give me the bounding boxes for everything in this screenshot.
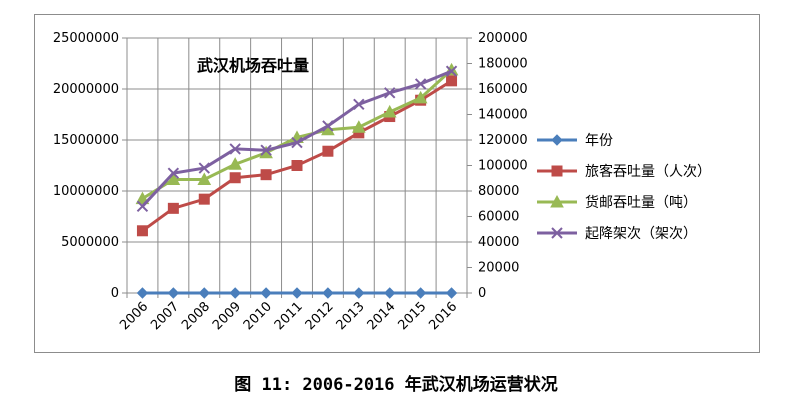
data-point	[136, 200, 149, 213]
data-point	[136, 225, 148, 237]
chart-title: 武汉机场吞吐量	[197, 56, 309, 75]
x-tick-label: 2009	[210, 299, 244, 333]
x-tick-label: 2007	[148, 299, 182, 333]
x-tick-label: 2006	[117, 299, 151, 333]
series-x	[136, 65, 458, 213]
data-point	[198, 193, 210, 205]
x-tick-label: 2013	[334, 299, 368, 333]
data-point	[551, 165, 563, 177]
right-tick-label: 0	[478, 286, 486, 301]
left-tick-label: 0	[111, 286, 119, 301]
legend-label: 货邮吞吐量（吨）	[585, 194, 697, 211]
x-tick-label: 2011	[272, 299, 306, 333]
data-point	[353, 287, 365, 299]
data-point	[228, 157, 243, 170]
data-point	[197, 172, 212, 186]
data-point	[198, 162, 210, 174]
right-tick-label: 20000	[478, 261, 519, 276]
data-point	[445, 65, 458, 77]
series-layer	[135, 62, 459, 299]
legend-item: 旅客吞吐量（人次）	[537, 163, 711, 180]
right-tick-label: 120000	[478, 133, 528, 148]
right-tick-label: 140000	[478, 108, 528, 123]
data-point	[229, 143, 241, 155]
x-tick-label: 2010	[241, 299, 275, 333]
right-tick-label: 160000	[478, 82, 528, 97]
x-tick-label: 2016	[426, 299, 460, 333]
data-point	[445, 287, 458, 299]
right-tick-label: 60000	[478, 210, 519, 225]
x-tick-label: 2012	[303, 299, 337, 333]
x-tick-label: 2014	[365, 299, 399, 333]
data-point	[260, 287, 272, 299]
data-point	[229, 287, 241, 299]
data-point	[167, 167, 180, 179]
legend-item: 年份	[537, 133, 613, 149]
data-point	[166, 172, 181, 186]
left-tick-label: 20000000	[53, 82, 119, 97]
data-point	[551, 134, 563, 146]
left-tick-label: 5000000	[61, 235, 119, 250]
data-point	[260, 169, 272, 181]
data-point	[382, 104, 397, 118]
data-point	[198, 287, 210, 299]
data-point	[384, 87, 396, 99]
legend-item: 货邮吞吐量（吨）	[537, 194, 697, 211]
data-point	[413, 90, 428, 104]
data-point	[384, 287, 396, 299]
x-tick-label: 2015	[395, 299, 429, 333]
left-tick-label: 10000000	[53, 184, 119, 199]
data-point	[136, 287, 149, 299]
right-tick-label: 100000	[478, 159, 528, 174]
right-tick-label: 200000	[478, 31, 528, 46]
data-point	[446, 75, 458, 87]
figure-caption: 图 11: 2006-2016 年武汉机场运营状况	[234, 375, 558, 395]
data-point	[550, 194, 564, 208]
series-square	[136, 75, 458, 237]
data-point	[291, 160, 303, 171]
data-point	[551, 227, 563, 239]
x-tick-label: 2008	[179, 299, 213, 333]
data-point	[322, 120, 334, 132]
data-point	[322, 287, 334, 299]
data-point	[414, 78, 427, 90]
data-point	[260, 144, 272, 156]
right-tick-label: 40000	[478, 235, 519, 250]
chart-frame: 0 5000000 10000000 15000000 20000000 25000000…	[34, 14, 760, 353]
legend-label: 年份	[585, 133, 613, 149]
right-tick-label: 180000	[478, 57, 528, 72]
legend-label: 起降架次（架次）	[585, 226, 697, 242]
left-tick-label: 25000000	[53, 31, 119, 46]
data-point	[291, 136, 303, 149]
right-tick-label: 80000	[478, 184, 519, 199]
chart-svg: 0 5000000 10000000 15000000 20000000 25000000…	[53, 31, 711, 333]
data-point	[229, 172, 241, 184]
legend-label: 旅客吞吐量（人次）	[585, 163, 711, 180]
legend-item: 起降架次（架次）	[537, 226, 697, 242]
series-diamond	[136, 287, 458, 299]
data-point	[351, 120, 366, 133]
data-point	[167, 202, 179, 214]
data-point	[414, 287, 427, 299]
data-point	[322, 145, 334, 157]
data-point	[353, 98, 365, 111]
left-tick-label: 15000000	[53, 133, 119, 148]
data-point	[291, 287, 303, 299]
data-point	[167, 287, 180, 299]
series-triangle	[135, 62, 459, 205]
